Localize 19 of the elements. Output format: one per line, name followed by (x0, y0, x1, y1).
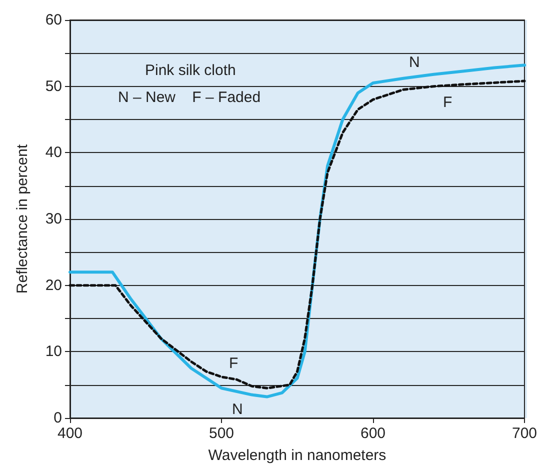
y-axis-title: Reflectance in percent (14, 144, 31, 294)
annotation: F (443, 94, 452, 111)
annotation: N (409, 54, 420, 71)
annotation: N (232, 401, 243, 418)
y-tick-label: 10 (45, 343, 62, 360)
annotation: N – New F – Faded (118, 89, 261, 106)
y-tick-label: 20 (45, 276, 62, 294)
y-tick-label: 50 (45, 78, 62, 95)
y-tick-label: 40 (45, 144, 62, 162)
y-tick-label: 60 (45, 12, 62, 28)
annotation: Pink silk cloth (145, 62, 236, 79)
x-axis-title: Wavelength in nanometers (208, 447, 386, 464)
annotation: F (229, 355, 238, 372)
x-tick-label: 500 (208, 425, 234, 442)
x-tick-label: 400 (57, 425, 83, 442)
y-tick-label: 0 (54, 410, 62, 426)
x-tick-label: 600 (360, 425, 386, 442)
y-tick-label: 30 (45, 210, 62, 228)
x-tick-label: 700 (512, 425, 537, 442)
